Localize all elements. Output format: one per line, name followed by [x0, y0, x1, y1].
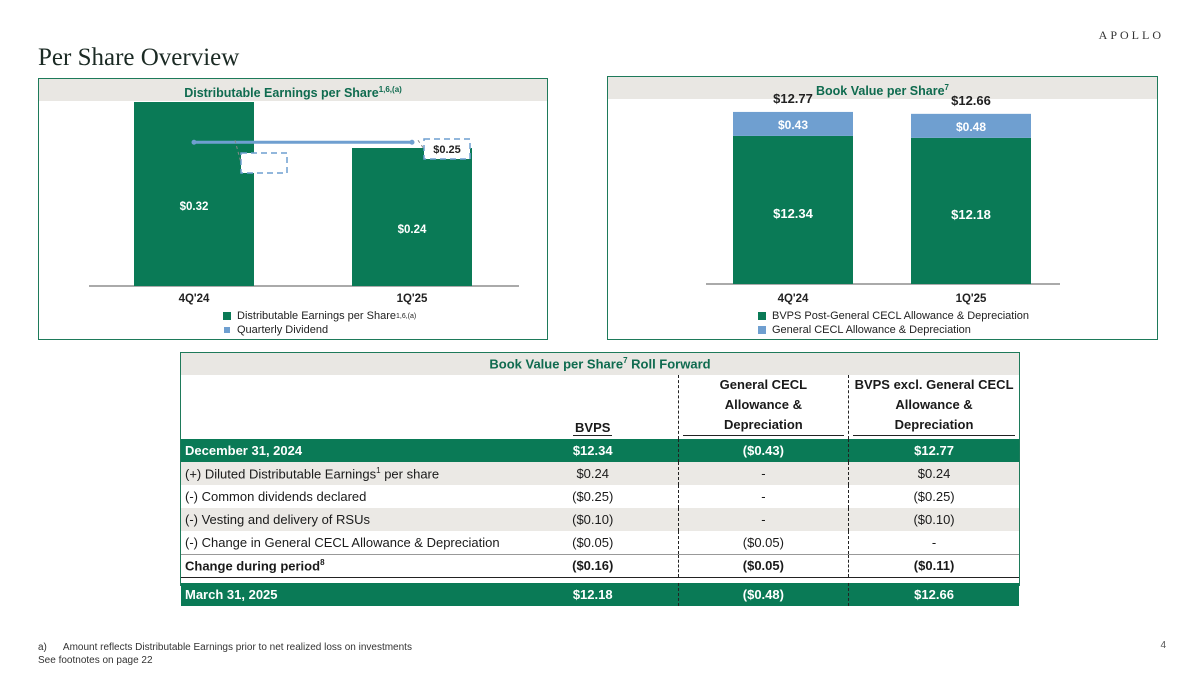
bv-bar-cecl-1: [911, 113, 1031, 138]
bv-cecl-label-1: $0.48: [956, 120, 986, 134]
cell-cecl: ($0.05): [677, 553, 849, 578]
row-label: (+) Diluted Distributable Earnings1 per …: [181, 462, 508, 485]
row-label: (-) Vesting and delivery of RSUs: [181, 508, 508, 531]
roll-forward-table-panel: Book Value per Share7 Roll Forward BVPS …: [180, 352, 1020, 606]
header-cecl: General CECL Allowance & Depreciation: [677, 375, 849, 439]
table-header-row: BVPS General CECL Allowance & Depreciati…: [181, 375, 1019, 439]
de-bar-0: [134, 102, 254, 286]
dividend-label-1: $0.25: [433, 144, 461, 156]
de-bar-label-1: $0.24: [398, 224, 427, 236]
bv-chart-title: Book Value per Share7: [608, 77, 1157, 99]
table-title: Book Value per Share7 Roll Forward: [181, 353, 1019, 375]
cell-bvps-excl: ($0.11): [848, 553, 1019, 578]
table-row-dec-31: December 31, 2024 $12.34 ($0.43) $12.77: [181, 439, 1019, 462]
legend-item-de: Distributable Earnings per Share 1,6,(a): [223, 309, 416, 323]
cell-bvps: ($0.05): [572, 534, 614, 550]
cell-bvps: $12.34: [507, 439, 679, 462]
dividend-callout-1: [417, 139, 425, 150]
cell-bvps: ($0.10): [507, 508, 679, 531]
table-row-rsus: (-) Vesting and delivery of RSUs ($0.10)…: [181, 508, 1019, 531]
bv-legend: BVPS Post-General CECL Allowance & Depre…: [758, 309, 1029, 337]
cell-cecl: ($0.48): [677, 583, 849, 606]
legend-swatch-blue: [758, 326, 766, 334]
footnote-a: a) Amount reflects Distributable Earnings…: [38, 642, 412, 653]
table-row-change-period: Change during period8 ($0.16) ($0.05) ($…: [181, 553, 1019, 578]
dividend-point-1: [409, 139, 415, 145]
dividend-callout-0: [234, 140, 242, 164]
bv-post-label-1: $12.18: [951, 207, 991, 222]
legend-item-bvps-post: BVPS Post-General CECL Allowance & Depre…: [758, 309, 1029, 323]
cell-bvps-excl: ($0.10): [848, 508, 1019, 531]
row-label: (-) Change in General CECL Allowance & D…: [185, 534, 500, 550]
book-value-panel: Book Value per Share7 $12.34 $0.43 $12.77 4…: [607, 76, 1158, 340]
bv-total-label-0: $12.77: [773, 91, 813, 106]
cell-bvps: ($0.25): [572, 489, 614, 504]
table-row-dividends: (-) Common dividends declared ($0.25) - …: [181, 485, 1019, 508]
table-row-cecl-change: (-) Change in General CECL Allowance & D…: [181, 531, 1019, 554]
cell-cecl: -: [677, 462, 849, 485]
row-label: March 31, 2025: [181, 583, 508, 606]
cell-cecl: ($0.43): [677, 439, 849, 462]
table-row-diluted-de: (+) Diluted Distributable Earnings1 per …: [181, 462, 1019, 485]
cell-bvps: $12.18: [507, 583, 679, 606]
cell-cecl: -: [677, 485, 849, 508]
table-row-mar-31: March 31, 2025 $12.18 ($0.48) $12.66: [181, 583, 1019, 606]
cell-bvps: $0.24: [507, 462, 679, 485]
cell-bvps-excl: -: [848, 531, 1019, 554]
dividend-point-0: [191, 139, 197, 145]
de-bar-1: [352, 148, 472, 286]
dividend-label-box-0: [240, 152, 288, 174]
table-title-row: Book Value per Share7 Roll Forward: [181, 353, 1019, 375]
legend-swatch-green: [223, 312, 231, 320]
bv-chart: $12.34 $0.43 $12.77 4Q'24 $12.18 $0.48 $12.66 1…: [706, 91, 1060, 305]
bv-bar-cecl-0: [733, 111, 853, 136]
header-bvps-excl: BVPS excl. General CECL Allowance & Depr…: [848, 375, 1019, 439]
header-bvps: BVPS: [573, 420, 613, 436]
roll-forward-table: Book Value per Share7 Roll Forward BVPS …: [181, 353, 1019, 606]
legend-swatch-blue: [224, 327, 230, 333]
legend-item-cecl: General CECL Allowance & Depreciation: [758, 323, 1029, 337]
x-tick-label-0: 4Q'24: [179, 293, 210, 305]
de-bar-label-0: $0.32: [180, 201, 209, 213]
bv-cecl-label-0: $0.43: [778, 118, 808, 132]
de-legend: Distributable Earnings per Share 1,6,(a) …: [223, 309, 416, 337]
page-number: 4: [1160, 640, 1166, 651]
distributable-earnings-panel: Distributable Earnings per Share1,6,(a) …: [38, 78, 548, 340]
footnote-see: See footnotes on page 22: [38, 655, 153, 666]
cell-cecl: ($0.05): [677, 531, 849, 554]
x-tick-label-1: 1Q'25: [956, 293, 987, 305]
dividend-label-box-1: [423, 138, 471, 160]
page-title: Per Share Overview: [38, 44, 240, 71]
legend-swatch-green: [758, 312, 766, 320]
de-chart-title: Distributable Earnings per Share1,6,(a): [39, 79, 547, 101]
legend-item-dividend: Quarterly Dividend: [223, 323, 416, 337]
dividend-label-0: $0.25: [250, 158, 278, 170]
bv-post-label-0: $12.34: [773, 206, 814, 221]
cell-bvps-excl: ($0.25): [848, 485, 1019, 508]
bv-total-label-1: $12.66: [951, 93, 991, 108]
header-blank: [181, 375, 508, 439]
bv-bar-post-1: [911, 137, 1031, 284]
row-label: (-) Common dividends declared: [185, 489, 367, 504]
bv-bar-post-0: [733, 135, 853, 284]
brand-logo: APOLLO: [1098, 28, 1164, 42]
x-tick-label-0: 4Q'24: [778, 293, 809, 305]
cell-bvps: ($0.16): [507, 553, 679, 578]
cell-bvps-excl: $12.66: [848, 583, 1019, 606]
cell-bvps-excl: $0.24: [848, 462, 1019, 485]
row-label: Change during period8: [181, 553, 508, 578]
cell-cecl: -: [677, 508, 849, 531]
x-tick-label-1: 1Q'25: [397, 293, 428, 305]
cell-bvps-excl: $12.77: [848, 439, 1019, 462]
de-chart: $0.32 4Q'24 $0.24 1Q'25 $0.25 $0.25: [89, 102, 519, 305]
row-label: December 31, 2024: [181, 439, 508, 462]
